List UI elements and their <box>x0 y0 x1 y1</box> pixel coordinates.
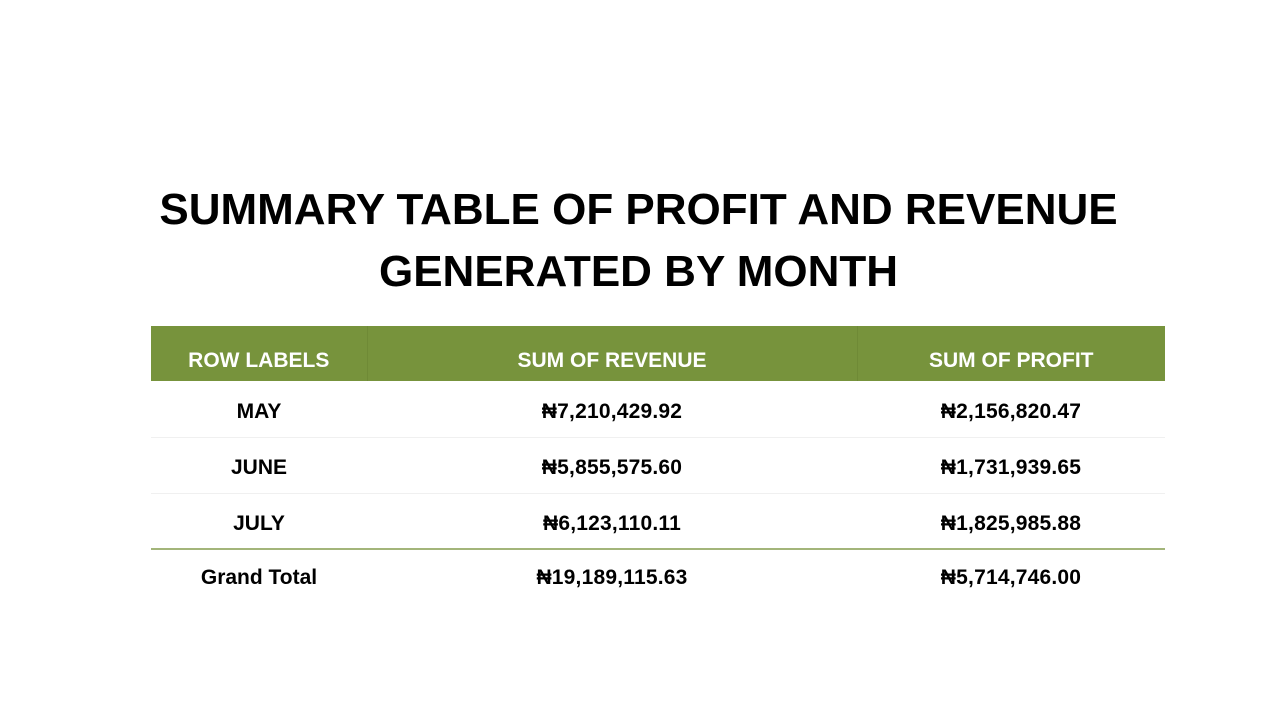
table-row-may: MAY ₦7,210,429.92 ₦2,156,820.47 <box>151 381 1165 438</box>
header-row-labels: ROW LABELS <box>151 326 368 381</box>
page-title: SUMMARY TABLE OF PROFIT AND REVENUE GENE… <box>0 179 1277 303</box>
row-label: JUNE <box>151 437 367 494</box>
revenue-cell: ₦5,855,575.60 <box>367 437 857 494</box>
summary-table: ROW LABELS SUM OF REVENUE SUM OF PROFIT … <box>151 326 1165 601</box>
header-sum-of-revenue: SUM OF REVENUE <box>367 326 858 381</box>
title-line-1: SUMMARY TABLE OF PROFIT AND REVENUE <box>159 185 1118 235</box>
header-sum-of-profit: SUM OF PROFIT <box>857 326 1165 381</box>
table-row-july: JULY ₦6,123,110.11 ₦1,825,985.88 <box>151 493 1165 550</box>
header-row: ROW LABELS SUM OF REVENUE SUM OF PROFIT <box>151 326 1165 381</box>
profit-cell: ₦2,156,820.47 <box>857 381 1165 438</box>
grand-total-row: Grand Total ₦19,189,115.63 ₦5,714,746.00 <box>151 549 1165 601</box>
title-line-2: GENERATED BY MONTH <box>378 247 899 297</box>
grand-total-revenue: ₦19,189,115.63 <box>536 565 688 589</box>
row-label: JULY <box>151 493 367 550</box>
table-row-june: JUNE ₦5,855,575.60 ₦1,731,939.65 <box>151 437 1165 494</box>
grand-total-label: Grand Total <box>200 565 318 589</box>
profit-cell: ₦1,731,939.65 <box>857 437 1165 494</box>
profit-cell: ₦1,825,985.88 <box>857 493 1165 550</box>
row-label: MAY <box>151 381 367 438</box>
revenue-cell: ₦6,123,110.11 <box>367 493 857 550</box>
revenue-cell: ₦7,210,429.92 <box>367 381 857 438</box>
grand-total-profit: ₦5,714,746.00 <box>940 565 1082 589</box>
